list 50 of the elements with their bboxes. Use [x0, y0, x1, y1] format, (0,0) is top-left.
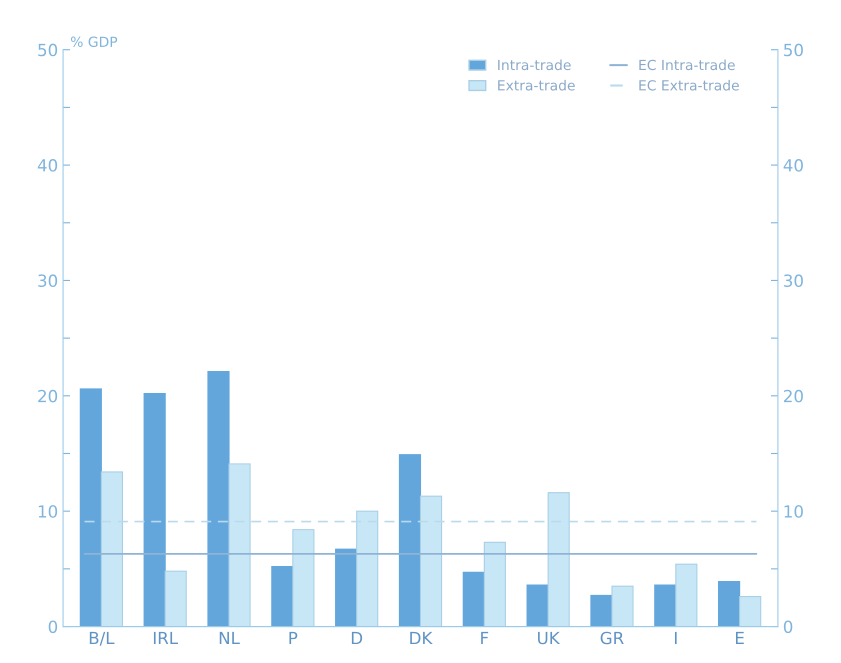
x-tick-label: E [736, 632, 744, 644]
legend-label: Intra-trade [498, 59, 571, 70]
x-tick-label: I [674, 632, 677, 644]
x-tick-label: F [481, 632, 488, 644]
x-tick-label: NL [220, 632, 240, 644]
y-tick-label: 10 [38, 505, 58, 518]
y-tick-label: 30 [38, 274, 58, 288]
y-tick-label: 0 [48, 620, 58, 634]
bar [590, 594, 613, 627]
x-tick-label: UK [538, 632, 560, 644]
bar [335, 548, 358, 627]
bar [144, 392, 166, 627]
bar [164, 570, 187, 627]
y2-tick-label: 0 [784, 620, 792, 634]
bar [292, 529, 314, 627]
bar [420, 496, 442, 627]
bar [207, 371, 230, 627]
bar [654, 584, 676, 627]
bar [739, 596, 762, 627]
x-tick-label: P [289, 632, 298, 644]
y-tick-label: 50 [38, 44, 58, 56]
y2-tick-label: 10 [784, 505, 803, 518]
bar [548, 492, 570, 627]
bar [228, 463, 251, 627]
y-tick-label: 40 [38, 159, 58, 172]
bar [611, 586, 634, 627]
bar [80, 388, 102, 627]
legend-label: Extra-trade [498, 80, 575, 91]
y-axis-title: % GDP [70, 36, 118, 48]
bar [718, 580, 740, 627]
x-tick-label: DK [410, 632, 433, 644]
x-tick-label: GR [600, 632, 624, 644]
bar [462, 572, 485, 627]
bar [675, 564, 698, 627]
x-tick-label: B/L [90, 632, 114, 646]
y2-tick-label: 50 [784, 44, 803, 56]
bar [100, 471, 123, 627]
bar [526, 584, 549, 627]
bar [356, 510, 378, 627]
bar [398, 454, 422, 627]
bar [484, 542, 506, 627]
legend-label: EC Extra-trade [639, 80, 739, 91]
y2-tick-label: 20 [784, 390, 803, 402]
legend-label: EC Intra-trade [639, 59, 735, 70]
bar [271, 566, 294, 627]
y2-tick-label: 30 [784, 274, 803, 288]
x-tick-label: D [352, 632, 362, 644]
x-tick-label: IRL [154, 632, 178, 644]
y-tick-label: 20 [38, 390, 58, 402]
y2-tick-label: 40 [784, 159, 803, 172]
